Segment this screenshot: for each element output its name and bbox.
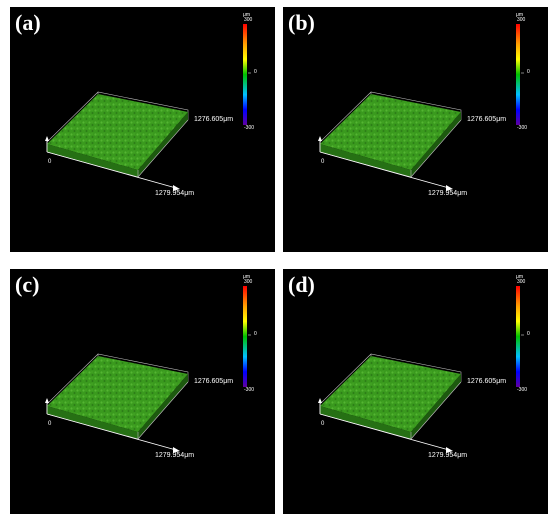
x-extent-label: 1279.954μm [428,452,468,459]
color-scale-min: -300 [244,125,255,131]
x-axis [46,151,177,189]
color-scale-bar [243,286,247,387]
color-scale-mid: 0 [527,331,530,337]
color-scale-max: 300 [244,17,253,23]
panel-a: (a) μm 300 0 -300 1276.605μm 1279.954μm 0 [10,7,275,252]
color-scale-bar [243,24,247,125]
surface-3d-plot [45,24,251,191]
x-axis [46,413,177,451]
color-scale-max: 300 [244,279,253,285]
panel-label: (a) [15,10,41,35]
x-extent-label: 1279.954μm [155,190,195,197]
surface-3d-plot [318,286,524,453]
origin-label: 0 [48,159,52,165]
color-scale-mid: 0 [254,331,257,337]
surface-top [47,94,188,170]
color-scale-mid: 0 [527,69,530,75]
panel-b: (b) μm 300 0 -300 1276.605μm 1279.954μm 0 [283,7,548,252]
color-scale-unit: μm [243,274,251,280]
color-scale-min: -300 [244,387,255,393]
color-scale-bar [516,286,520,387]
color-scale-unit: μm [243,12,251,18]
y-extent-label: 1276.605μm [194,116,234,123]
color-scale-min: -300 [517,125,528,131]
color-scale-mid: 0 [254,69,257,75]
surface-top [320,356,461,432]
origin-label: 0 [321,421,325,427]
origin-label: 0 [321,159,325,165]
panel-label: (d) [288,272,315,297]
panel-c: (c) μm 300 0 -300 1276.605μm 1279.954μm 0 [10,269,275,514]
color-scale-bar [516,24,520,125]
x-axis [319,151,450,189]
surface-top [47,356,188,432]
y-extent-label: 1276.605μm [467,378,507,385]
origin-label: 0 [48,421,52,427]
color-scale-max: 300 [517,279,526,285]
y-extent-label: 1276.605μm [194,378,234,385]
x-extent-label: 1279.954μm [155,452,195,459]
color-scale-unit: μm [516,274,524,280]
surface-3d-plot [45,286,251,453]
color-scale-unit: μm [516,12,524,18]
y-extent-label: 1276.605μm [467,116,507,123]
panel-d: (d) μm 300 0 -300 1276.605μm 1279.954μm 0 [283,269,548,514]
x-axis [319,413,450,451]
x-extent-label: 1279.954μm [428,190,468,197]
color-scale-min: -300 [517,387,528,393]
color-scale-max: 300 [517,17,526,23]
panel-label: (b) [288,10,315,35]
panel-label: (c) [15,272,40,297]
surface-top [320,94,461,170]
surface-3d-plot [318,24,524,191]
